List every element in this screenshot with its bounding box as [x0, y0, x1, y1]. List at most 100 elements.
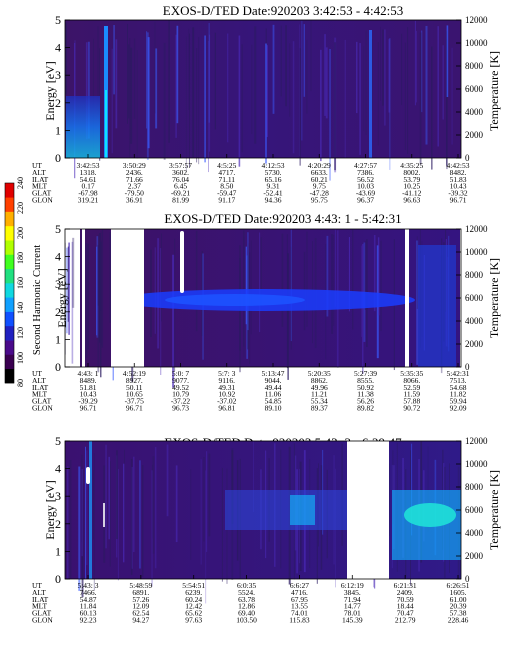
spectrogram-stripe	[306, 39, 308, 114]
spectrogram-stripe	[352, 229, 354, 330]
ephemeris-value: 6239.	[185, 588, 202, 597]
panel-3-gap	[347, 441, 389, 579]
ephemeris-value: 4:43: 1	[77, 369, 98, 378]
ephemeris-value: -37.22	[171, 397, 191, 406]
y-tick-label: 2	[55, 96, 61, 110]
spectrogram-stripe	[130, 458, 133, 576]
spectrogram-stripe	[154, 21, 156, 114]
ephemeris-row-label: GLON	[32, 196, 53, 205]
spectrogram-stripe	[68, 242, 70, 335]
spectrogram-stripe	[411, 443, 413, 536]
spectrogram-stripe	[161, 233, 162, 322]
spectrogram-stripe	[67, 466, 69, 580]
ephemeris-row-label: ILAT	[32, 595, 49, 604]
spectrogram-stripe	[71, 241, 74, 364]
colorbar: 240 220 200 180 160 140 120 100 80 Second Harmon…	[4, 177, 43, 387]
ephemeris-value: 49.96	[311, 383, 328, 392]
spectrogram-stripe	[108, 456, 110, 540]
y-tick-label: 0	[55, 572, 61, 586]
spectrogram-stripe	[280, 25, 282, 97]
ephemeris-value: 5:35:35	[400, 369, 423, 378]
ephemeris-value: 53.79	[403, 175, 420, 184]
spectrogram-stripe	[185, 36, 187, 172]
spectrogram-stripe	[85, 446, 86, 579]
colorbar-cell	[5, 311, 14, 327]
spectrogram-stripe	[320, 49, 322, 162]
ephemeris-row-label: ALT	[32, 588, 46, 597]
spectrogram-stripe	[129, 38, 131, 158]
colorbar-frame	[4, 182, 15, 384]
spectrogram-stripe	[200, 459, 202, 565]
spectrogram-stripe	[172, 254, 175, 388]
ephemeris-value: 5:13:47	[262, 369, 285, 378]
spectrogram-stripe	[231, 450, 234, 524]
spectrogram-stripe	[239, 258, 241, 373]
ephemeris-value: 13.55	[291, 602, 308, 611]
y-right-tick-label: 2000	[465, 339, 484, 349]
spectrogram-stripe	[87, 41, 90, 139]
ephemeris-value: 319.21	[78, 196, 99, 205]
spectrogram-stripe	[72, 237, 75, 308]
colorbar-tick-label: 160	[16, 277, 25, 289]
ephemeris-value: 57.38	[450, 609, 467, 618]
spectrogram-stripe	[365, 30, 367, 135]
ephemeris-value: 60.13	[80, 609, 97, 618]
panel-2-gap-3	[82, 229, 85, 367]
spectrogram-stripe	[421, 30, 423, 113]
y-right-tick-label: 10000	[465, 38, 488, 48]
ephemeris-value: 6:26:51	[447, 581, 470, 590]
ephemeris-value: 96.71	[80, 404, 97, 413]
colorbar-cell	[5, 368, 14, 384]
ephemeris-value: 11.59	[403, 390, 420, 399]
spectrogram-stripe	[123, 463, 125, 563]
colorbar-tick-label: 140	[16, 302, 25, 314]
ephemeris-value: 55.34	[311, 397, 328, 406]
spectrogram-stripe	[192, 27, 195, 158]
y-tick-label: 0	[55, 360, 61, 374]
spectrogram-stripe	[97, 26, 99, 115]
ephemeris-value: 96.71	[126, 404, 143, 413]
ephemeris-value: 6:0:35	[237, 581, 256, 590]
ephemeris-value: 9116.	[218, 376, 235, 385]
ephemeris-value: 94.27	[132, 616, 149, 625]
spectrogram-stripe	[416, 236, 418, 309]
panel-3-ylabel: Energy [eV]	[43, 480, 57, 539]
y-tick-label: 1	[55, 544, 61, 558]
y-tick-label: 2	[55, 517, 61, 531]
spectrogram-stripe	[407, 27, 409, 154]
ephemeris-value: 10.03	[357, 182, 374, 191]
ephemeris-value: 54.87	[80, 595, 97, 604]
spectrogram-stripe	[362, 244, 364, 374]
spectrogram-stripe	[208, 23, 210, 123]
ephemeris-value: 5:27:39	[354, 369, 377, 378]
ephemeris-value: 97.63	[185, 616, 202, 625]
spectrogram-stripe	[208, 40, 209, 173]
spectrogram-stripe	[380, 240, 382, 332]
spectrogram-stripe	[133, 456, 135, 553]
spectrogram-stripe	[377, 41, 379, 146]
ephemeris-value: -67.98	[78, 189, 98, 198]
spectrogram-stripe	[146, 32, 149, 160]
spectrogram-stripe	[154, 247, 156, 334]
spectrogram-stripe	[356, 41, 358, 114]
ephemeris-value: 11.84	[80, 602, 97, 611]
ephemeris-row-label: UT	[32, 581, 42, 590]
spectrogram-stripe	[326, 235, 329, 317]
ephemeris-value: -39.29	[78, 397, 98, 406]
ephemeris-value: 63.78	[238, 595, 255, 604]
ephemeris-value: -37.75	[125, 397, 145, 406]
spectrogram-stripe	[189, 33, 190, 168]
ephemeris-value: 67.95	[291, 595, 308, 604]
ephemeris-value: 4717.	[218, 168, 235, 177]
spectrogram-stripe	[245, 246, 247, 325]
colorbar-cell	[5, 340, 14, 355]
ephemeris-value: 4:5:25	[217, 161, 236, 170]
ephemeris-value: 5524.	[238, 588, 255, 597]
ephemeris-value: 54.68	[450, 383, 467, 392]
ephemeris-value: 5:20:35	[308, 369, 331, 378]
spectrogram-stripe	[87, 243, 89, 350]
spectrogram-stripe	[331, 234, 334, 334]
panel-2-right-blue-region	[418, 245, 456, 367]
